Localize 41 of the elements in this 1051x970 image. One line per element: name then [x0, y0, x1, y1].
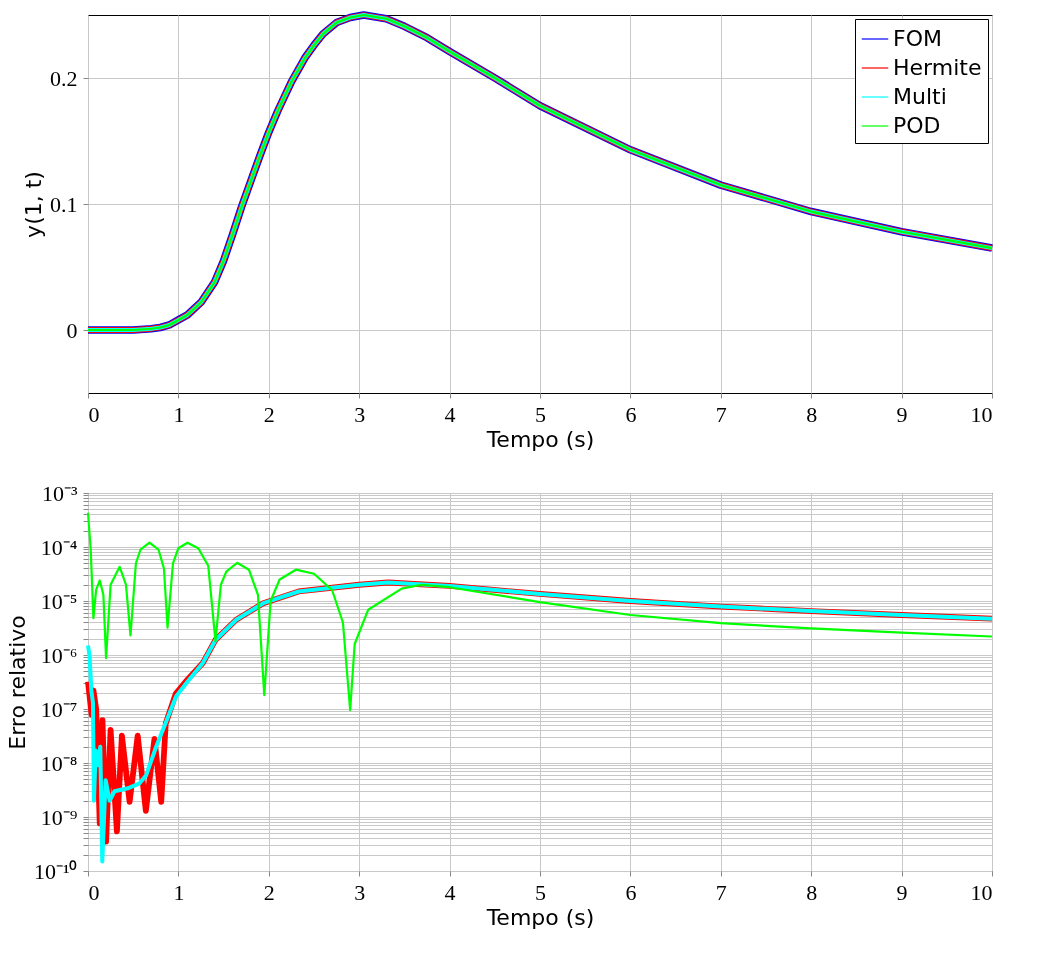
- x-tick-label: 7: [715, 401, 727, 427]
- y-tick-label: 10⁻³: [41, 480, 78, 506]
- y-tick-label: 10⁻⁸: [40, 750, 78, 776]
- x-tick-label: 6: [625, 879, 637, 905]
- y-tick-label: 10⁻⁵: [40, 588, 78, 614]
- x-tick-label: 10: [970, 879, 993, 905]
- x-tick-label: 1: [173, 879, 185, 905]
- y-tick-label: 0: [66, 317, 78, 343]
- x-tick-label: 0: [88, 401, 100, 427]
- legend-label: Multi: [893, 84, 947, 109]
- legend-label: POD: [893, 113, 941, 138]
- x-tick-label: 4: [444, 401, 456, 427]
- x-tick-label: 10: [970, 401, 993, 427]
- x-tick-label: 7: [715, 879, 727, 905]
- x-tick-label: 0: [88, 879, 100, 905]
- y-tick-label: 10⁻⁷: [40, 696, 78, 722]
- y-tick-label: 0.1: [50, 191, 78, 217]
- x-tick-label: 2: [263, 401, 275, 427]
- legend-label: FOM: [893, 26, 942, 51]
- y-axis-title: Erro relativo: [4, 615, 30, 750]
- x-tick-label: 2: [263, 879, 275, 905]
- y-tick-label: 10⁻⁴: [40, 534, 78, 560]
- x-tick-label: 9: [896, 879, 908, 905]
- x-tick-label: 1: [173, 401, 185, 427]
- y-tick-label: 10⁻⁶: [40, 642, 78, 668]
- x-tick-label: 6: [625, 401, 637, 427]
- x-axis-title: Tempo (s): [485, 904, 595, 930]
- x-tick-label: 9: [896, 401, 908, 427]
- x-axis-title: Tempo (s): [485, 426, 595, 452]
- x-tick-label: 8: [806, 879, 818, 905]
- x-tick-label: 5: [535, 401, 546, 427]
- y-tick-label: 0.2: [50, 65, 78, 91]
- y-tick-label: 10⁻¹⁰: [33, 858, 78, 884]
- y-axis-title: y(1, t): [21, 171, 46, 238]
- x-tick-label: 3: [354, 879, 366, 905]
- x-tick-label: 4: [444, 879, 456, 905]
- x-tick-label: 8: [806, 401, 818, 427]
- y-tick-label: 10⁻⁹: [40, 804, 78, 830]
- x-tick-label: 5: [535, 879, 546, 905]
- legend-label: Hermite: [893, 55, 982, 80]
- x-tick-label: 3: [354, 401, 366, 427]
